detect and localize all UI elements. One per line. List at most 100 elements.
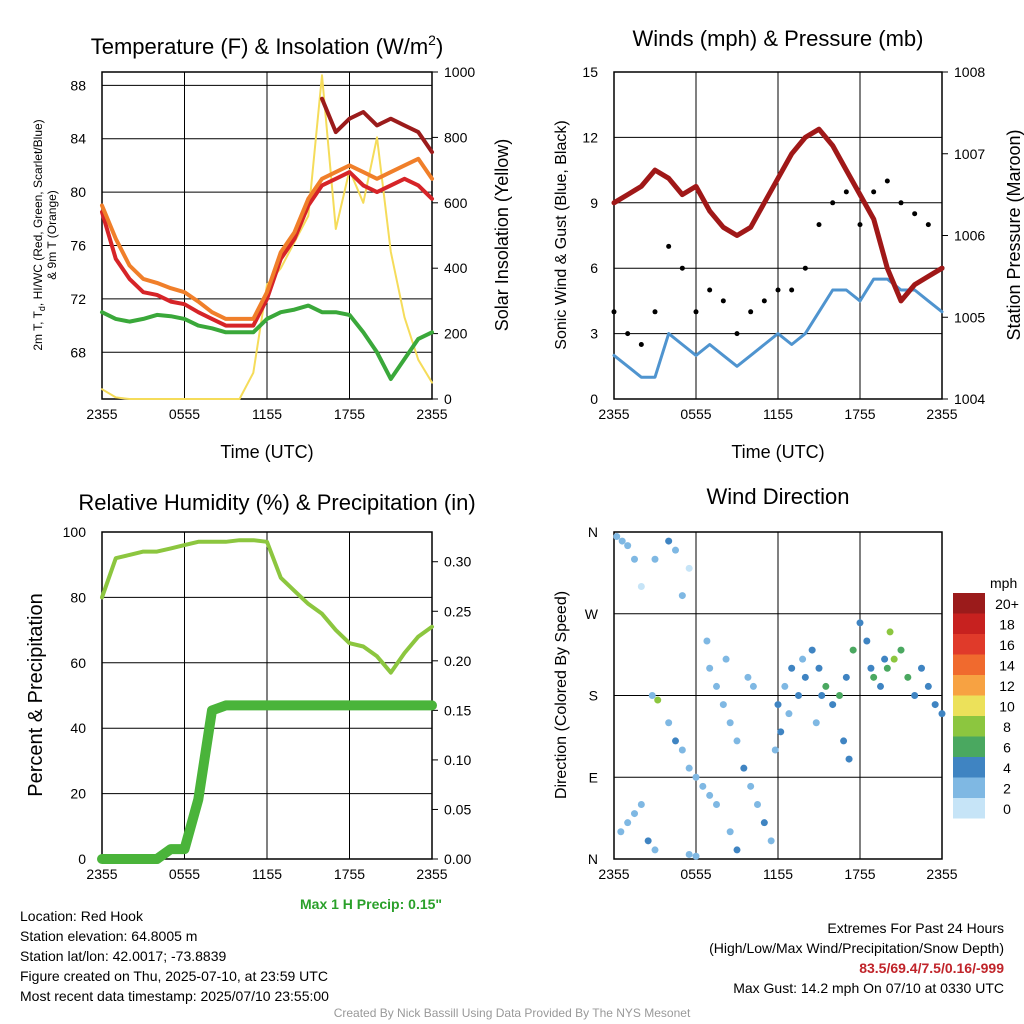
gust-point (775, 287, 781, 293)
direction-point (692, 773, 700, 781)
colorbar-swatch (953, 736, 985, 757)
gust-point (843, 189, 849, 195)
direction-point (795, 692, 802, 699)
colorbar-swatch (953, 593, 985, 614)
direction-point (918, 664, 925, 672)
gust-point (748, 309, 754, 315)
x-tick-label: 0555 (680, 866, 711, 882)
direction-point (881, 655, 889, 663)
recent-text: Most recent data timestamp: 2025/07/10 2… (20, 988, 329, 1004)
y-axis-label: Sonic Wind & Gust (Blue, Black) (553, 120, 570, 349)
x-tick-label: 1155 (763, 866, 793, 882)
x-axis-label: Time (UTC) (220, 442, 313, 462)
direction-point (877, 682, 884, 690)
y2-tick-label: 1005 (954, 309, 985, 325)
y-tick-label: 9 (590, 195, 598, 211)
gust-point (898, 200, 904, 206)
direction-point (849, 646, 857, 654)
direction-point (740, 764, 748, 772)
direction-point (822, 682, 830, 690)
direction-point (644, 837, 652, 845)
x-tick-label: 0555 (680, 406, 711, 422)
direction-point (685, 764, 693, 772)
direction-point (808, 646, 816, 654)
gust-point (884, 178, 890, 184)
direction-point (699, 782, 707, 790)
x-tick-label: 2355 (416, 866, 447, 882)
direction-point (760, 819, 768, 827)
direction-point (618, 537, 626, 545)
colorbar-label: 6 (1003, 740, 1011, 756)
y-tick-label: 88 (70, 77, 86, 93)
direction-point (631, 810, 638, 818)
series-line-td (100, 303, 434, 381)
direction-point (785, 710, 793, 718)
x-tick-label: 1155 (763, 406, 793, 422)
x-tick-label: 2355 (86, 406, 117, 422)
gust-point (761, 298, 767, 304)
direction-point (836, 692, 843, 699)
gust-point (925, 222, 931, 228)
colorbar-label: 4 (1003, 760, 1011, 776)
x-tick-label: 1755 (844, 406, 875, 422)
gust-point (789, 287, 795, 293)
direction-point (863, 637, 871, 645)
y2-tick-label: 1008 (954, 64, 985, 80)
y2-tick-label: 0 (444, 391, 452, 407)
station-info: Location: Red Hook Station elevation: 64… (20, 906, 329, 1006)
direction-point (651, 555, 659, 563)
y-tick-label: 0 (590, 391, 598, 407)
direction-point (624, 542, 632, 550)
y2-tick-label: 400 (444, 260, 468, 276)
direction-point (672, 737, 679, 745)
y2-tick-label: 800 (444, 129, 468, 145)
direction-point (799, 655, 807, 663)
direction-point (678, 746, 686, 754)
colorbar-swatch (953, 798, 985, 819)
gust-point (734, 331, 740, 337)
y-tick-label: 12 (582, 129, 598, 145)
colorbar-swatch (953, 613, 985, 634)
y2-axis-label: Station Pressure (Maroon) (1004, 129, 1024, 340)
direction-point (754, 801, 761, 808)
location-text: Location: Red Hook (20, 908, 143, 924)
y-tick-label: 15 (582, 64, 598, 80)
gust-point (638, 342, 644, 347)
y-axis-label: Direction (Colored By Speed) (553, 591, 570, 799)
direction-point (904, 673, 912, 681)
direction-point (840, 737, 848, 745)
direction-point (815, 664, 823, 672)
gust-point (802, 265, 808, 271)
y-tick-label: N (588, 524, 598, 540)
x-tick-label: 1755 (334, 406, 365, 422)
y-tick-label: 72 (70, 291, 86, 307)
y-tick-label: 60 (70, 655, 86, 671)
gust-point (912, 211, 918, 217)
direction-point (749, 682, 757, 690)
direction-point (931, 701, 939, 709)
y2-tick-label: 0.10 (444, 752, 471, 768)
direction-point (733, 846, 741, 854)
y-axis-label-1: 2m T, Td, HI/WC (Red, Green, Scarlet/Blu… (31, 119, 47, 350)
plot-frame (101, 71, 433, 400)
x-tick-label: 1755 (334, 866, 365, 882)
series-line-2m-t (100, 170, 434, 328)
title-sup: 2 (428, 32, 436, 48)
colorbar-swatch (953, 695, 985, 716)
y2-tick-label: 1007 (954, 146, 985, 162)
x-tick-label: 2355 (598, 866, 629, 882)
gust-point (666, 243, 672, 249)
y-tick-label: 80 (70, 184, 86, 200)
title-main: Temperature (F) & Insolation (W/m (91, 34, 428, 59)
x-tick-label: 2355 (926, 406, 957, 422)
direction-point (812, 719, 820, 727)
direction-point (733, 737, 741, 745)
colorbar-swatch (953, 675, 985, 696)
y-tick-label: 68 (70, 344, 86, 360)
y-tick-label: 76 (70, 238, 86, 254)
y2-tick-label: 0.15 (444, 702, 471, 718)
colorbar-swatch (953, 654, 985, 675)
direction-point (706, 664, 714, 672)
